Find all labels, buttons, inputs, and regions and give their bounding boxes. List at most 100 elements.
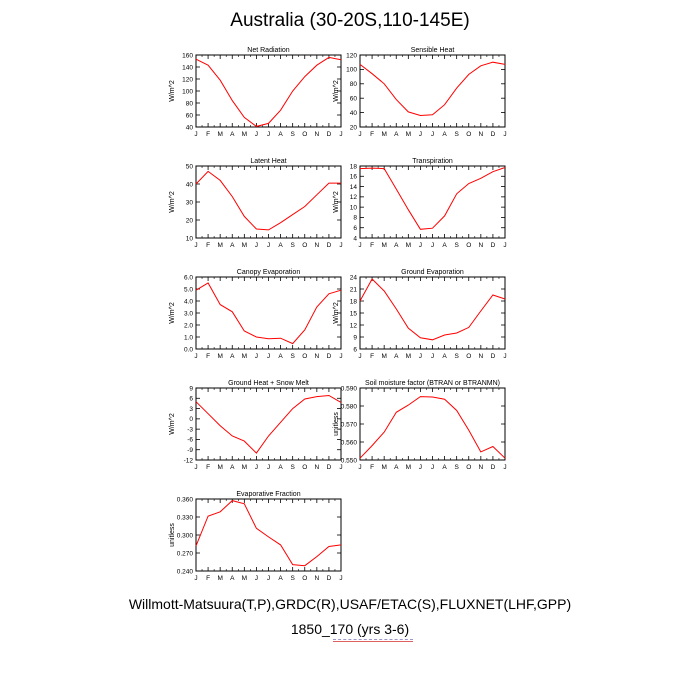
page-title: Australia (30-20S,110-145E) (230, 10, 470, 31)
x-tick-label: M (217, 353, 222, 360)
chart-title: Evaporative Fraction (236, 491, 300, 498)
x-tick-label: A (278, 575, 283, 582)
y-tick-label: 10 (186, 235, 194, 242)
y-tick-label: 21 (350, 286, 358, 293)
x-tick-label: J (339, 464, 342, 471)
chart-title: Latent Heat (250, 158, 286, 165)
y-tick-label: 0.0 (184, 346, 193, 353)
plot-frame (359, 54, 506, 128)
x-tick-label: J (339, 242, 342, 249)
x-tick-label: J (267, 464, 270, 471)
y-tick-label: 100 (182, 88, 193, 95)
x-tick-label: J (358, 242, 361, 249)
data-sources-caption: Willmott-Matsuura(T,P),GRDC(R),USAF/ETAC… (128, 596, 572, 612)
y-axis-label: unitless (169, 523, 176, 547)
x-tick-label: J (419, 131, 422, 138)
series-line (359, 278, 506, 341)
x-tick-label: J (255, 353, 258, 360)
x-tick-label: A (394, 353, 399, 360)
series-line (195, 170, 341, 231)
series-line (195, 394, 342, 454)
y-tick-label: 5.0 (184, 286, 193, 293)
x-tick-label: A (442, 353, 447, 360)
y-tick-label: 8 (353, 215, 357, 222)
y-tick-label: -6 (187, 437, 193, 444)
y-tick-label: 0.300 (177, 532, 194, 539)
y-tick-label: 9 (353, 334, 357, 341)
x-tick-label: D (327, 131, 332, 138)
y-tick-label: 60 (350, 96, 358, 103)
x-tick-label: D (491, 131, 496, 138)
x-tick-label: M (406, 131, 411, 138)
x-tick-label: J (267, 575, 270, 582)
y-tick-label: 4.0 (184, 298, 193, 305)
x-tick-label: M (242, 575, 247, 582)
x-tick-label: M (406, 242, 411, 249)
x-tick-label: J (419, 353, 422, 360)
x-tick-label: A (278, 353, 283, 360)
x-tick-label: O (302, 242, 307, 249)
y-tick-label: 3 (189, 406, 193, 413)
x-tick-label: D (327, 464, 332, 471)
y-axis-label: W/m^2 (333, 80, 340, 102)
x-tick-label: J (255, 464, 258, 471)
series-line (359, 396, 506, 459)
x-tick-label: J (194, 353, 197, 360)
x-tick-label: J (431, 353, 434, 360)
y-axis-label: W/m^2 (169, 413, 176, 435)
y-tick-label: 1.0 (184, 334, 193, 341)
series-line (359, 167, 506, 230)
x-tick-label: O (302, 464, 307, 471)
x-tick-label: J (358, 131, 361, 138)
plot-frame (359, 387, 506, 461)
x-tick-label: J (431, 242, 434, 249)
y-tick-label: 0.360 (177, 496, 194, 503)
x-tick-label: O (302, 131, 307, 138)
x-tick-label: J (255, 575, 258, 582)
x-tick-label: M (381, 131, 386, 138)
x-tick-label: J (419, 242, 422, 249)
chart-8: Soil moisture factor (BTRAN or BTRANMN) J… (333, 380, 507, 471)
series-line (195, 282, 342, 345)
x-tick-label: J (194, 464, 197, 471)
x-tick-label: M (381, 242, 386, 249)
x-tick-label: J (358, 464, 361, 471)
y-tick-label: 40 (186, 181, 194, 188)
y-tick-label: -9 (187, 447, 193, 454)
x-tick-label: N (314, 464, 319, 471)
x-tick-label: A (394, 131, 399, 138)
x-tick-label: A (230, 353, 235, 360)
x-tick-label: O (302, 353, 307, 360)
x-tick-label: O (466, 464, 471, 471)
x-tick-label: M (381, 464, 386, 471)
x-tick-label: O (302, 575, 307, 582)
x-tick-label: A (230, 575, 235, 582)
x-tick-label: M (217, 242, 222, 249)
y-tick-label: 0.550 (341, 457, 358, 464)
series-line (359, 61, 506, 117)
x-tick-label: F (206, 464, 210, 471)
x-tick-label: A (278, 131, 283, 138)
x-tick-label: D (327, 575, 332, 582)
plot-frame (195, 276, 342, 350)
x-tick-label: M (217, 575, 222, 582)
x-tick-label: J (503, 131, 506, 138)
plot-frame (195, 165, 342, 239)
x-tick-label: J (194, 575, 197, 582)
x-tick-label: F (206, 131, 210, 138)
x-tick-label: F (206, 242, 210, 249)
x-tick-label: J (255, 131, 258, 138)
y-tick-label: 80 (350, 81, 358, 88)
x-tick-label: J (503, 464, 506, 471)
x-tick-label: M (242, 464, 247, 471)
y-tick-label: 12 (350, 194, 358, 201)
y-tick-label: 0.240 (177, 568, 194, 575)
x-tick-label: J (267, 353, 270, 360)
x-tick-label: O (466, 353, 471, 360)
y-axis-label: W/m^2 (169, 191, 176, 213)
y-tick-label: 12 (350, 322, 358, 329)
y-tick-label: 16 (350, 174, 358, 181)
